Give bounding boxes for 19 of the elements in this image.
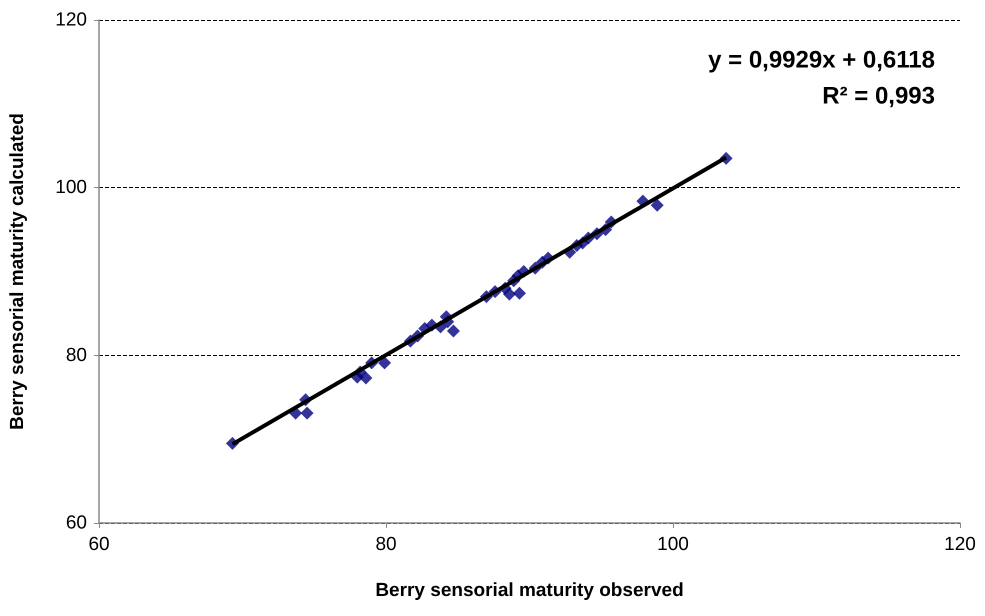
point [502, 288, 516, 301]
y-tick-label: 80 [66, 344, 87, 366]
x-tick-label: 120 [944, 534, 976, 555]
x-tick-label: 60 [88, 534, 110, 555]
y-axis-title: Berry sensorial maturity calculated [7, 113, 28, 430]
point [378, 356, 392, 370]
x-tick-label: 100 [657, 534, 689, 555]
x-tick-label: 80 [375, 534, 397, 555]
annotation: R² = 0,993 [822, 82, 935, 110]
y-tick-label: 100 [55, 177, 87, 198]
y-tick-label: 60 [66, 512, 87, 534]
point [446, 324, 460, 338]
y-tick-label: 120 [55, 10, 87, 30]
x-axis-title: Berry sensorial maturity observed [375, 580, 684, 601]
annotation: y = 0,9929x + 0,6118 [708, 46, 936, 74]
point [359, 371, 372, 384]
point [512, 286, 526, 300]
point [650, 198, 664, 212]
point [300, 406, 314, 420]
